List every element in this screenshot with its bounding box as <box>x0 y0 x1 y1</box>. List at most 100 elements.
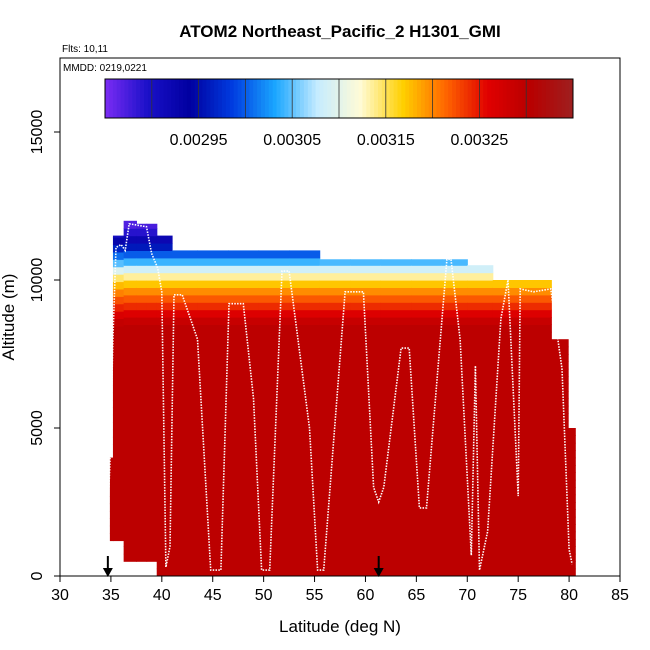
heatmap-cell <box>123 413 137 422</box>
heatmap-cell <box>411 302 443 311</box>
heatmap-cell <box>289 413 321 422</box>
colorbar-segment <box>385 79 391 118</box>
heatmap-cell <box>319 524 351 533</box>
heatmap-cell <box>467 487 494 496</box>
heatmap-cell <box>523 294 552 303</box>
x-tick-label: 65 <box>407 587 425 604</box>
heatmap-column <box>109 457 114 542</box>
heatmap-cell <box>172 450 199 459</box>
heatmap-cell <box>172 309 199 318</box>
heatmap-cell <box>123 235 137 244</box>
heatmap-cell <box>123 361 137 370</box>
arrow-down-icon <box>102 556 113 577</box>
heatmap-cell <box>411 376 443 385</box>
heatmap-cell <box>197 457 229 466</box>
heatmap-cell <box>568 502 576 510</box>
heatmap-cell <box>146 405 158 414</box>
colorbar-segment <box>311 79 317 118</box>
colorbar-segment <box>257 79 262 118</box>
x-tick-label: 50 <box>255 587 273 604</box>
heatmap-cell <box>492 294 524 303</box>
heatmap-cell <box>492 287 524 296</box>
heatmap-cell <box>551 472 569 481</box>
colorbar-segment <box>506 79 512 118</box>
heatmap-cell <box>289 509 321 518</box>
heatmap-cell <box>123 220 137 229</box>
colorbar-tick-label: 0.00305 <box>263 132 321 149</box>
heatmap-cell <box>380 509 412 518</box>
heatmap-cell <box>156 287 173 296</box>
heatmap-cell <box>112 496 125 505</box>
heatmap-cell <box>289 398 321 407</box>
heatmap-cell <box>136 450 148 459</box>
heatmap-cell <box>289 524 321 533</box>
heatmap-cell <box>467 420 494 429</box>
heatmap-cell <box>197 494 229 503</box>
heatmap-cell <box>289 250 321 259</box>
heatmap-cell <box>156 339 173 348</box>
heatmap-cell <box>172 442 199 451</box>
heatmap-cell <box>146 331 158 340</box>
heatmap-cell <box>289 265 321 274</box>
heatmap-cell <box>467 457 494 466</box>
colorbar-segment <box>339 79 344 118</box>
colorbar-segment <box>401 79 406 118</box>
heatmap-cell <box>136 383 148 392</box>
heatmap-cell <box>319 368 351 377</box>
heatmap-cell <box>289 368 321 377</box>
heatmap-cell <box>523 346 552 355</box>
heatmap-cell <box>146 223 158 229</box>
heatmap-cell <box>467 494 494 503</box>
heatmap-cell <box>568 561 576 570</box>
heatmap-cell <box>289 346 321 355</box>
heatmap-cell <box>350 546 382 555</box>
heatmap-cell <box>551 405 569 414</box>
heatmap-cell <box>350 450 382 459</box>
colorbar-segment <box>124 79 129 118</box>
heatmap-column <box>156 235 173 576</box>
heatmap-cell <box>197 368 229 377</box>
heatmap-cell <box>136 502 148 510</box>
heatmap-cell <box>136 324 148 333</box>
heatmap-cell <box>258 272 290 281</box>
heatmap-column <box>172 250 199 576</box>
colorbar-segment <box>467 79 473 118</box>
heatmap-cell <box>319 383 351 392</box>
heatmap-cell <box>112 235 125 238</box>
heatmap-cell <box>380 302 412 311</box>
heatmap-cell <box>350 294 382 303</box>
colorbar-frame <box>104 78 574 119</box>
heatmap-cell <box>467 354 494 362</box>
heatmap-cell <box>289 531 321 540</box>
heatmap-cell <box>441 265 468 274</box>
colorbar-segment <box>112 79 118 118</box>
heatmap-cell <box>172 546 199 555</box>
heatmap-cell <box>258 287 290 296</box>
heatmap-cell <box>228 339 260 348</box>
heatmap-cell <box>123 376 137 385</box>
heatmap-cell <box>136 472 148 481</box>
heatmap-cell <box>411 361 443 370</box>
heatmap-cell <box>467 524 494 533</box>
heatmap-cell <box>172 428 199 436</box>
colorbar-segment <box>362 79 367 118</box>
heatmap-cell <box>441 539 468 547</box>
heatmap-cell <box>123 265 137 274</box>
heatmap-cell <box>123 346 137 355</box>
heatmap-cell <box>350 391 382 399</box>
heatmap-cell <box>156 280 173 288</box>
colorbar-segment <box>354 79 359 118</box>
heatmap-cell <box>197 539 229 547</box>
heatmap-cell <box>319 405 351 414</box>
heatmap-cell <box>523 487 552 496</box>
heatmap-cell <box>289 302 321 311</box>
heatmap-cell <box>197 546 229 555</box>
heatmap-cell <box>172 331 199 340</box>
heatmap-cell <box>492 546 524 555</box>
heatmap-cell <box>492 539 524 547</box>
heatmap-cell <box>112 333 125 342</box>
heatmap-cell <box>156 243 173 251</box>
heatmap-cell <box>109 466 114 475</box>
heatmap-cell <box>197 250 229 259</box>
x-tick-label: 75 <box>509 587 527 604</box>
